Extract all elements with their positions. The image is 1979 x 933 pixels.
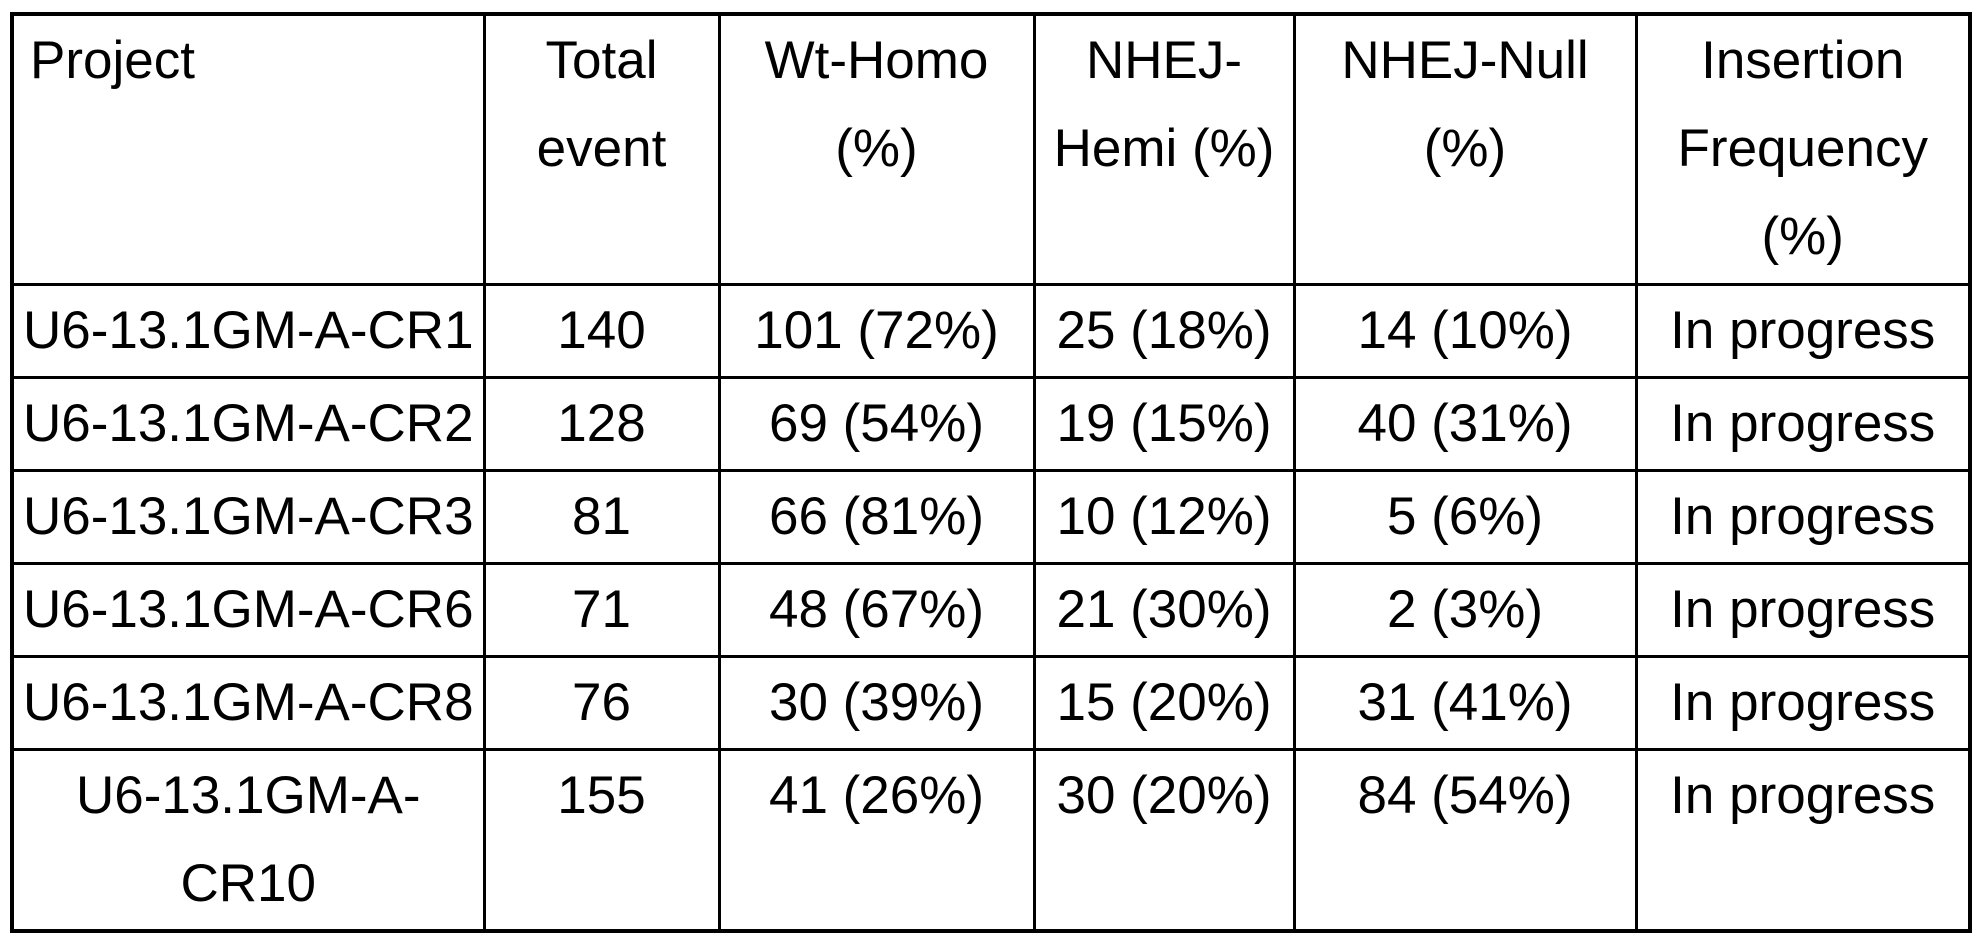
- nhej-null-cell: 84 (54%): [1292, 747, 1638, 932]
- nhej-hemi-cell: 21 (30%): [1032, 561, 1296, 658]
- project-cell: U6-13.1GM-A-CR8: [10, 654, 486, 751]
- results-table: Project Total event Wt-Homo (%) NHEJ-Hem…: [10, 12, 1972, 933]
- insertion-frequency-cell: In progress: [1634, 747, 1972, 932]
- project-cell: U6-13.1GM-A-CR2: [10, 375, 486, 472]
- table-row: U6-13.1GM-A-CR2 128 69 (54%) 19 (15%) 40 (31…: [10, 375, 1972, 472]
- nhej-hemi-cell: 15 (20%): [1032, 654, 1296, 751]
- table-row: U6-13.1GM-A-CR6 71 48 (67%) 21 (30%) 2 (3%) I…: [10, 561, 1972, 658]
- wt-homo-cell: 30 (39%): [717, 654, 1036, 751]
- project-cell: U6-13.1GM-A-CR1: [10, 282, 486, 379]
- nhej-hemi-cell: 25 (18%): [1032, 282, 1296, 379]
- column-header-nhej-null: NHEJ-Null (%): [1292, 12, 1638, 286]
- column-header-total-event: Total event: [482, 12, 721, 286]
- wt-homo-cell: 101 (72%): [717, 282, 1036, 379]
- header-row: Project Total event Wt-Homo (%) NHEJ-Hem…: [10, 12, 1972, 286]
- nhej-hemi-cell: 19 (15%): [1032, 375, 1296, 472]
- nhej-hemi-cell: 30 (20%): [1032, 747, 1296, 932]
- nhej-null-cell: 31 (41%): [1292, 654, 1638, 751]
- nhej-null-cell: 5 (6%): [1292, 468, 1638, 565]
- total-event-cell: 128: [482, 375, 721, 472]
- project-cell: U6-13.1GM-A-CR3: [10, 468, 486, 565]
- total-event-cell: 155: [482, 747, 721, 932]
- total-event-cell: 76: [482, 654, 721, 751]
- nhej-hemi-cell: 10 (12%): [1032, 468, 1296, 565]
- nhej-null-cell: 2 (3%): [1292, 561, 1638, 658]
- wt-homo-cell: 66 (81%): [717, 468, 1036, 565]
- insertion-frequency-cell: In progress: [1634, 468, 1972, 565]
- wt-homo-cell: 69 (54%): [717, 375, 1036, 472]
- insertion-frequency-cell: In progress: [1634, 654, 1972, 751]
- nhej-null-cell: 14 (10%): [1292, 282, 1638, 379]
- insertion-frequency-cell: In progress: [1634, 282, 1972, 379]
- nhej-null-cell: 40 (31%): [1292, 375, 1638, 472]
- wt-homo-cell: 48 (67%): [717, 561, 1036, 658]
- total-event-cell: 140: [482, 282, 721, 379]
- table-row: U6-13.1GM-A-CR1 140 101 (72%) 25 (18%) 14 (1…: [10, 282, 1972, 379]
- wt-homo-cell: 41 (26%): [717, 747, 1036, 932]
- table-row: U6-13.1GM-A-CR8 76 30 (39%) 15 (20%) 31 (41%…: [10, 654, 1972, 751]
- table-row: U6-13.1GM-A-CR3 81 66 (81%) 10 (12%) 5 (6%) I…: [10, 468, 1972, 565]
- project-cell: U6-13.1GM-A-CR10: [10, 747, 486, 932]
- insertion-frequency-cell: In progress: [1634, 561, 1972, 658]
- column-header-project: Project: [10, 12, 486, 286]
- table-row: U6-13.1GM-A-CR10 155 41 (26%) 30 (20%) 84 (5…: [10, 747, 1972, 932]
- table-header: Project Total event Wt-Homo (%) NHEJ-Hem…: [10, 12, 1972, 286]
- total-event-cell: 81: [482, 468, 721, 565]
- column-header-insertion-frequency: Insertion Frequency (%): [1634, 12, 1972, 286]
- column-header-nhej-hemi: NHEJ-Hemi (%): [1032, 12, 1296, 286]
- column-header-wt-homo: Wt-Homo (%): [717, 12, 1036, 286]
- table-body: U6-13.1GM-A-CR1 140 101 (72%) 25 (18%) 14 (1…: [10, 282, 1972, 932]
- project-cell: U6-13.1GM-A-CR6: [10, 561, 486, 658]
- total-event-cell: 71: [482, 561, 721, 658]
- insertion-frequency-cell: In progress: [1634, 375, 1972, 472]
